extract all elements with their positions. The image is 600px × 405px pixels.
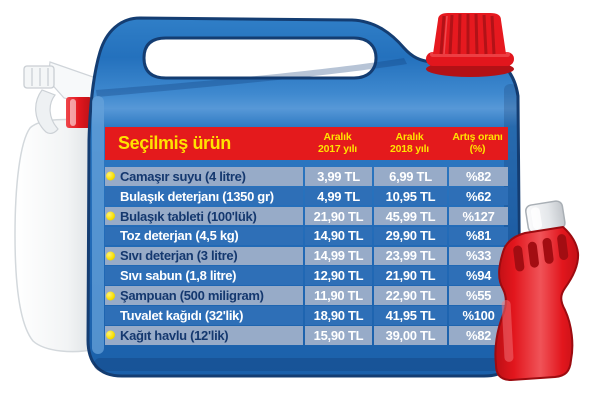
price-2017-cell: 14,90 TL <box>305 226 372 246</box>
table-row: Bulaşık tableti (100'lük) 21,90 TL 45,99 T… <box>105 206 508 226</box>
product-cell: Sıvı deterjan (3 litre) <box>105 246 303 266</box>
price-2018-cell: 23,99 TL <box>374 246 447 266</box>
table-row: Bulaşık deterjanı (1350 gr) 4,99 TL 10,95 … <box>105 186 508 206</box>
increase-cell: %94 <box>449 266 508 285</box>
product-cell: Sıvı sabun (1,8 litre) <box>105 266 303 285</box>
price-table: Seçilmiş ürün Aralık 2017 yılı Aralık 20… <box>105 127 508 346</box>
price-2018-cell: 22,90 TL <box>374 286 447 305</box>
product-cell: Bulaşık deterjanı (1350 gr) <box>105 186 303 206</box>
bullet-dot-icon <box>106 291 115 301</box>
price-2017-cell: 18,90 TL <box>305 306 372 325</box>
column-header-increase: Artış oranı (%) <box>452 131 503 155</box>
price-2018-cell: 10,95 TL <box>374 186 447 206</box>
price-2018-cell: 45,99 TL <box>374 206 447 226</box>
product-label: Bulaşık tableti (100'lük) <box>120 208 257 224</box>
product-cell: Toz deterjan (4,5 kg) <box>105 226 303 246</box>
product-label: Toz deterjan (4,5 kg) <box>120 228 239 244</box>
price-2017-cell: 3,99 TL <box>305 167 372 186</box>
table-row: Sıvı deterjan (3 litre) 14,99 TL 23,99 TL%… <box>105 246 508 266</box>
product-cell: Tuvalet kağıdı (32'lik) <box>105 306 303 325</box>
price-2017-cell: 21,90 TL <box>305 206 372 226</box>
price-2018-cell: 39,00 TL <box>374 326 447 345</box>
can-bottom-shade <box>94 358 514 371</box>
table-title: Seçilmiş ürün <box>118 133 231 153</box>
price-2017-cell: 12,90 TL <box>305 266 372 285</box>
price-2017-cell: 15,90 TL <box>305 326 372 345</box>
increase-cell: %82 <box>449 326 508 345</box>
increase-cell: %82 <box>449 167 508 186</box>
table-row: Şampuan (500 miligram) 11,90 TL 22,90 TL %5… <box>105 286 508 305</box>
increase-cell: %33 <box>449 246 508 266</box>
table-row: Sıvı sabun (1,8 litre) 12,90 TL 21,90 TL %9… <box>105 266 508 285</box>
product-cell: Camaşır suyu (4 litre) <box>105 167 303 186</box>
spray-bottle-illustration <box>14 61 109 353</box>
product-label: Sıvı sabun (1,8 litre) <box>120 268 237 284</box>
product-cell: Bulaşık tableti (100'lük) <box>105 206 303 226</box>
product-label: Şampuan (500 miligram) <box>120 288 264 304</box>
increase-cell: %62 <box>449 186 508 206</box>
column-header-2017: Aralık 2017 yılı <box>317 131 358 155</box>
bullet-dot-icon <box>106 211 115 221</box>
price-2017-cell: 11,90 TL <box>305 286 372 305</box>
table-row: Kağıt havlu (12'lik) 15,90 TL 39,00 TL %82 <box>105 326 508 345</box>
product-label: Bulaşık deterjanı (1350 gr) <box>120 188 274 204</box>
price-2018-cell: 6,99 TL <box>374 167 447 186</box>
price-2018-cell: 21,90 TL <box>374 266 447 285</box>
can-left-highlight <box>92 96 104 354</box>
price-2017-cell: 14,99 TL <box>305 246 372 266</box>
price-2018-cell: 29,90 TL <box>374 226 447 246</box>
bullet-dot-icon <box>106 330 115 340</box>
price-2018-cell: 41,95 TL <box>374 306 447 325</box>
table-row: Toz deterjan (4,5 kg) 14,90 TL 29,90 TL %81 <box>105 226 508 246</box>
column-header-2018: Aralık 2018 yılı <box>389 131 430 155</box>
increase-cell: %127 <box>449 206 508 226</box>
table-body: Camaşır suyu (4 litre) 3,99 TL 6,99 TL %82 B… <box>105 167 508 345</box>
product-cell: Kağıt havlu (12'lik) <box>105 326 303 345</box>
increase-cell: %81 <box>449 226 508 246</box>
table-row: Camaşır suyu (4 litre) 3,99 TL 6,99 TL %82 <box>105 167 508 186</box>
product-label: Tuvalet kağıdı (32'lik) <box>120 307 244 323</box>
handle-shadow <box>96 58 407 97</box>
jerry-can-cap-illustration <box>426 13 514 77</box>
table-header-row: Seçilmiş ürün Aralık 2017 yılı Aralık 20… <box>105 127 508 160</box>
bullet-dot-icon <box>106 171 115 181</box>
product-label: Sıvı deterjan (3 litre) <box>120 248 238 264</box>
product-cell: Şampuan (500 miligram) <box>105 286 303 305</box>
price-2017-cell: 4,99 TL <box>305 186 372 206</box>
increase-cell: %100 <box>449 306 508 325</box>
product-label: Kağıt havlu (12'lik) <box>120 327 229 343</box>
increase-cell: %55 <box>449 286 508 305</box>
table-row: Tuvalet kağıdı (32'lik) 18,90 TL 41,95 TL%… <box>105 306 508 325</box>
bullet-dot-icon <box>106 251 115 261</box>
product-label: Camaşır suyu (4 litre) <box>120 168 246 184</box>
